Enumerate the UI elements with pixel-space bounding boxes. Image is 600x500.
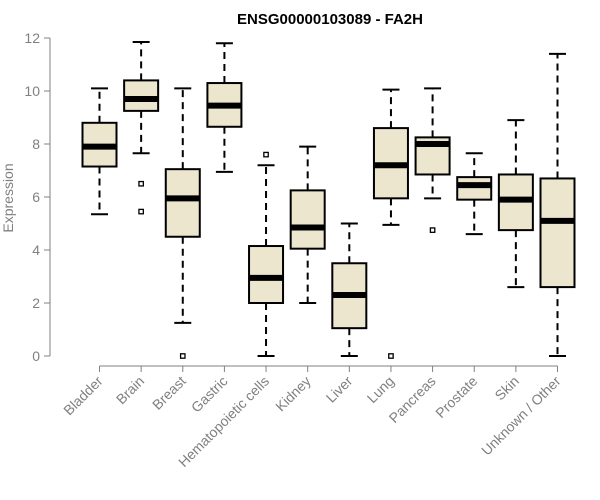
outlier-point	[179, 353, 186, 359]
y-tick-label: 8	[32, 136, 40, 152]
y-tick-label: 12	[24, 30, 40, 46]
box-group	[414, 87, 451, 233]
box-group	[164, 87, 201, 359]
x-tick-label: Unknown / Other	[478, 373, 564, 459]
outlier-point	[263, 151, 269, 158]
box-group	[289, 145, 326, 304]
box-group	[331, 222, 368, 357]
x-tick-label: Skin	[491, 373, 522, 404]
y-axis: 0 2 4 6 8 10 12	[24, 30, 51, 364]
box-group	[539, 52, 576, 357]
x-tick-label: Breast	[149, 373, 189, 413]
box-group	[248, 151, 285, 357]
outlier-point	[138, 180, 144, 187]
box-iqr	[289, 189, 326, 250]
box-iqr	[539, 177, 576, 289]
box-iqr	[456, 176, 493, 201]
x-tick-label: Lung	[364, 373, 397, 406]
x-tick-label: Liver	[323, 373, 356, 406]
x-tick-label: Kidney	[272, 373, 314, 415]
box-group	[123, 40, 160, 215]
y-tick-label: 2	[32, 295, 40, 311]
box-group	[497, 119, 534, 289]
box-series	[81, 40, 576, 359]
x-tick-label: Prostate	[432, 373, 480, 421]
y-tick-label: 6	[32, 189, 40, 205]
x-tick-label: Bladder	[60, 373, 106, 419]
box-group	[372, 88, 409, 359]
x-tick-label: Brain	[113, 373, 147, 407]
outlier-point	[429, 227, 436, 233]
outlier-point	[388, 353, 394, 359]
box-iqr	[248, 245, 285, 304]
y-tick-label: 4	[32, 242, 40, 258]
box-group	[456, 152, 493, 236]
y-tick-label: 0	[32, 348, 40, 364]
chart-title: ENSG00000103089 - FA2H	[237, 11, 423, 28]
box-iqr	[164, 168, 201, 238]
y-axis-label: Expression	[0, 163, 16, 232]
box-group	[81, 87, 118, 216]
y-tick-label: 10	[24, 83, 40, 99]
outlier-point	[138, 208, 144, 215]
box-group	[206, 42, 243, 173]
box-iqr	[123, 79, 160, 112]
